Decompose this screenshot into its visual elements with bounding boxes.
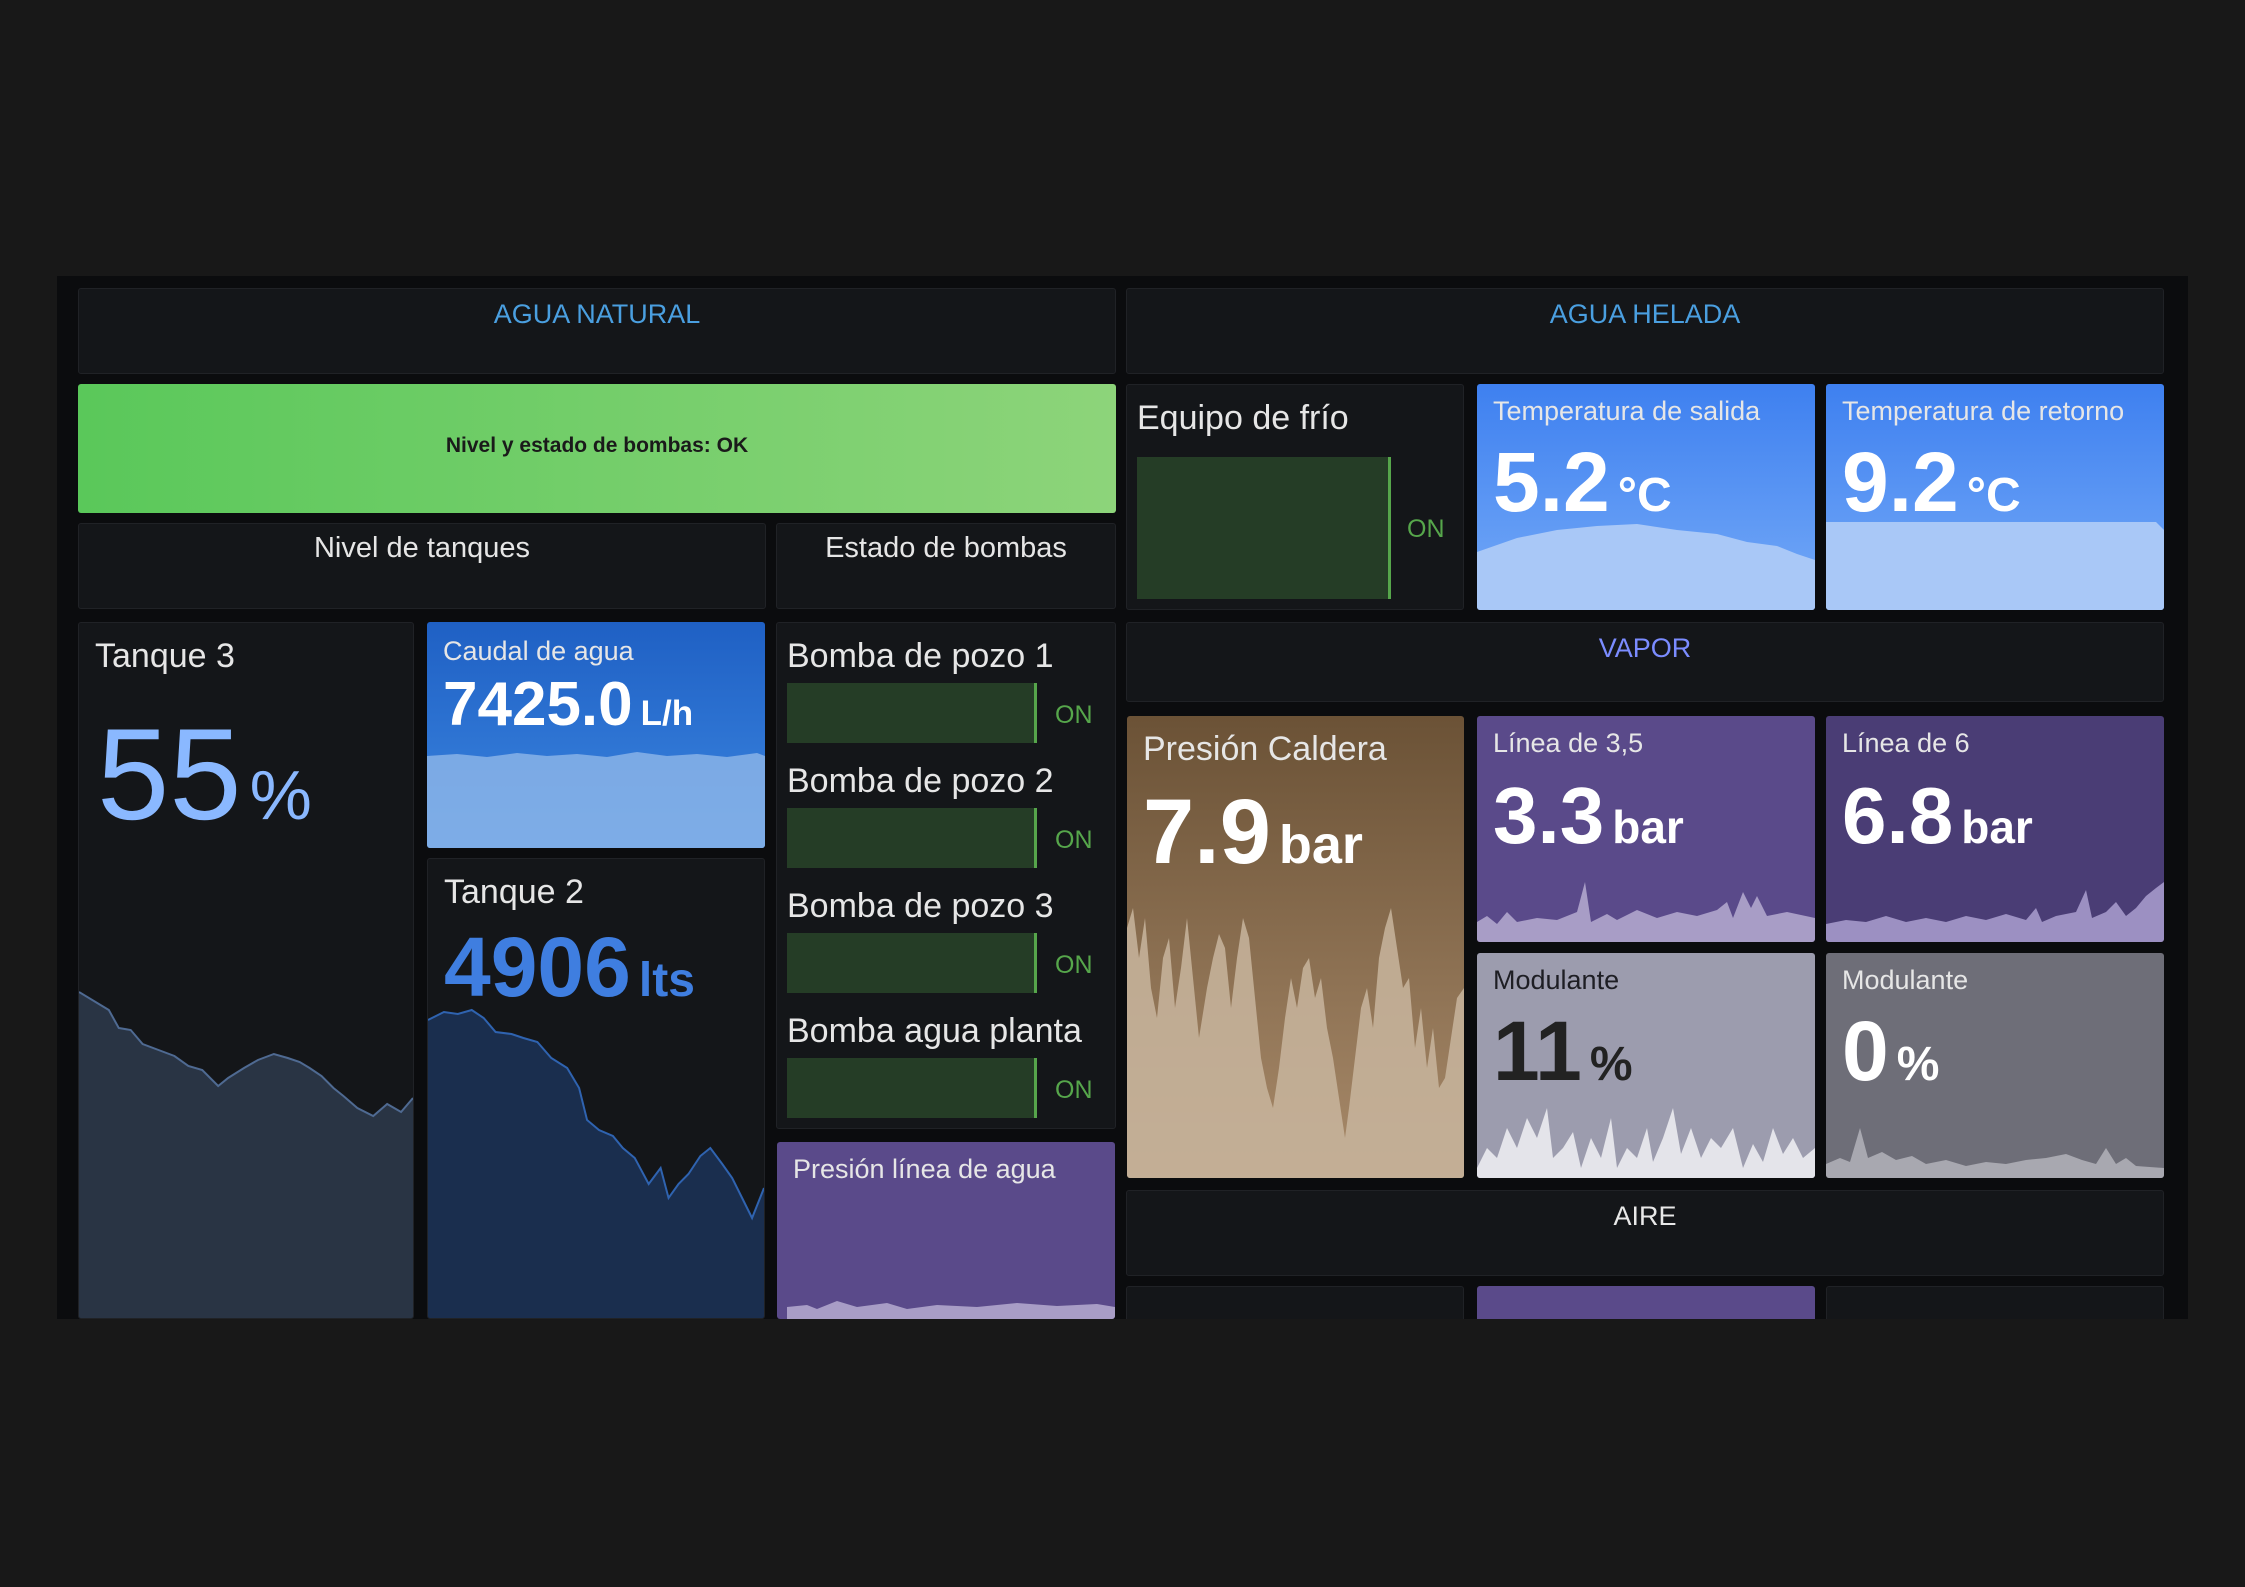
panel-estado-bombas[interactable]: Estado de bombas	[776, 523, 1116, 609]
stat-title: Temperatura de retorno	[1842, 396, 2125, 426]
equipo-frio-state: ON	[1407, 515, 1445, 543]
row-title: AGUA HELADA	[1549, 299, 1741, 329]
bomba-label: Bomba de pozo 2	[787, 762, 1054, 800]
panel-title: Equipo de frío	[1137, 399, 1349, 437]
bomba-label: Bomba de pozo 3	[787, 887, 1054, 925]
bomba-state: ON	[1055, 1076, 1093, 1104]
row-title: AGUA NATURAL	[493, 299, 701, 329]
row-vapor[interactable]: VAPOR	[1126, 622, 2164, 702]
row-title: AIRE	[1613, 1201, 1677, 1231]
sparkline	[1127, 908, 1464, 1178]
sparkline	[428, 1008, 764, 1318]
stat-value: 55%	[97, 701, 312, 847]
stat-value: 0%	[1842, 1004, 1940, 1098]
stat-title: Modulante	[1493, 965, 1620, 995]
aire-panel-1[interactable]	[1126, 1286, 1464, 1319]
stat-presion-caldera[interactable]: Presión Caldera 7.9 bar	[1127, 716, 1464, 1178]
stat-value: 7425.0 L/h	[443, 670, 694, 739]
stat-title: Línea de 3,5	[1493, 728, 1644, 758]
panel-title: Nivel de tanques	[313, 532, 531, 564]
stat-value: 6.8 bar	[1842, 771, 2033, 860]
stat-title: Presión Caldera	[1143, 730, 1387, 768]
stat-title: Temperatura de salida	[1493, 396, 1761, 426]
row-agua-natural[interactable]: AGUA NATURAL	[78, 288, 1116, 374]
stat-modulante-1[interactable]: Modulante 11%	[1477, 953, 1815, 1178]
sparkline	[1826, 1128, 2164, 1178]
dashboard: AGUA NATURAL AGUA HELADA Nivel y estado …	[57, 276, 2188, 1319]
sparkline	[1477, 1108, 1815, 1178]
row-agua-helada[interactable]: AGUA HELADA	[1126, 288, 2164, 374]
sparkline	[1826, 522, 2164, 610]
bomba-state: ON	[1055, 701, 1093, 729]
panel-equipo-frio[interactable]: Equipo de frío ON	[1126, 384, 1464, 610]
stat-title: Tanque 2	[444, 873, 584, 911]
bomba-status-bar	[787, 683, 1037, 743]
stat-modulante-2[interactable]: Modulante 0%	[1826, 953, 2164, 1178]
stat-temperatura-retorno[interactable]: Temperatura de retorno 9.2 °C	[1826, 384, 2164, 610]
bomba-status-bar	[787, 1058, 1037, 1118]
aire-panel-3[interactable]	[1826, 1286, 2164, 1319]
stat-temperatura-salida[interactable]: Temperatura de salida 5.2 °C	[1477, 384, 1815, 610]
stat-title: Presión línea de agua	[793, 1154, 1056, 1184]
panel-title: Estado de bombas	[825, 532, 1067, 564]
equipo-frio-status-bar	[1137, 457, 1391, 599]
stat-title: Tanque 3	[95, 637, 235, 675]
row-title: VAPOR	[1598, 633, 1692, 663]
stat-value: 9.2 °C	[1842, 435, 2021, 529]
bomba-status-bar	[787, 808, 1037, 868]
stat-linea-6[interactable]: Línea de 6 6.8 bar	[1826, 716, 2164, 942]
sparkline	[787, 1301, 1115, 1319]
stat-linea-3-5[interactable]: Línea de 3,5 3.3 bar	[1477, 716, 1815, 942]
stat-value: 11%	[1493, 1004, 1633, 1098]
stat-value: 7.9 bar	[1143, 781, 1363, 883]
panel-bombas[interactable]: Bomba de pozo 1 ON Bomba de pozo 2 ON Bo…	[776, 622, 1116, 1129]
aire-panel-2[interactable]	[1477, 1286, 1815, 1319]
stat-title: Modulante	[1842, 965, 1969, 995]
sparkline	[1477, 524, 1815, 610]
stat-tanque-2[interactable]: Tanque 2 4906 lts	[427, 858, 765, 1319]
stat-caudal-agua[interactable]: Caudal de agua 7425.0 L/h	[427, 622, 765, 848]
row-aire[interactable]: AIRE	[1126, 1190, 2164, 1276]
sparkline	[427, 752, 765, 848]
stat-value: 4906 lts	[444, 920, 695, 1014]
stat-title: Caudal de agua	[443, 636, 634, 666]
bomba-label: Bomba de pozo 1	[787, 637, 1054, 675]
stat-value: 3.3 bar	[1493, 771, 1684, 860]
sparkline	[79, 991, 413, 1318]
status-banner[interactable]: Nivel y estado de bombas: OK	[78, 384, 1116, 513]
bomba-label: Bomba agua planta	[787, 1012, 1082, 1050]
status-text: Nivel y estado de bombas: OK	[445, 434, 749, 457]
bomba-state: ON	[1055, 826, 1093, 854]
stat-tanque-3[interactable]: Tanque 3 55%	[78, 622, 414, 1319]
bomba-status-bar	[787, 933, 1037, 993]
bomba-state: ON	[1055, 951, 1093, 979]
stat-presion-linea-agua[interactable]: Presión línea de agua	[777, 1142, 1115, 1319]
stat-value: 5.2 °C	[1493, 435, 1672, 529]
panel-nivel-tanques[interactable]: Nivel de tanques	[78, 523, 766, 609]
sparkline	[1826, 882, 2164, 942]
stat-title: Línea de 6	[1842, 728, 1970, 758]
sparkline	[1477, 882, 1815, 942]
